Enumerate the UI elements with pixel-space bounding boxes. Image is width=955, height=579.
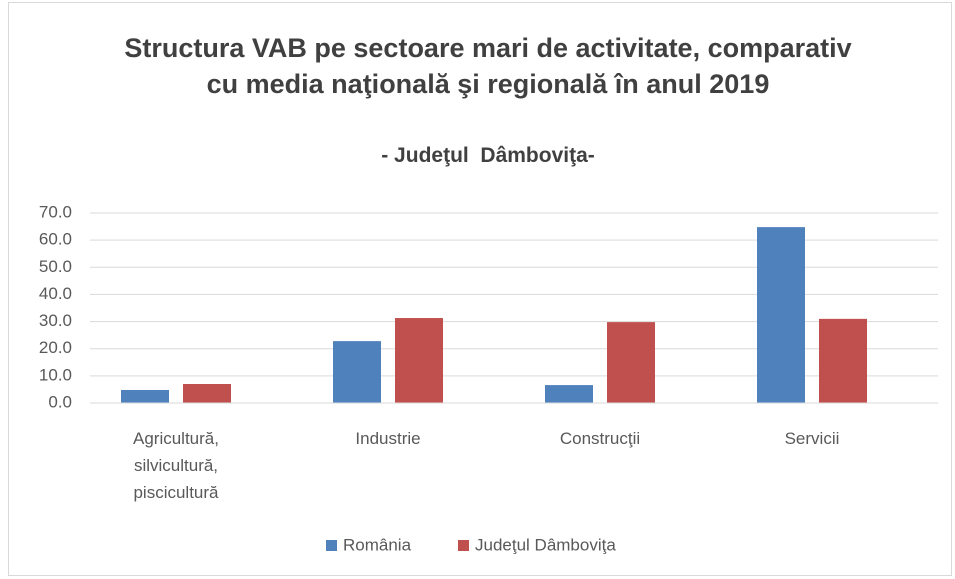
y-tick-label: 10.0	[39, 365, 72, 384]
y-tick-label: 20.0	[39, 338, 72, 357]
y-tick-label: 50.0	[39, 257, 72, 276]
bar	[333, 341, 381, 403]
bar	[545, 385, 593, 403]
chart-frame	[8, 2, 952, 576]
legend-label: România	[343, 535, 412, 554]
y-tick-label: 30.0	[39, 311, 72, 330]
bar	[121, 389, 169, 403]
legend-label: Judeţul Dâmboviţa	[475, 535, 616, 554]
x-tick-label: Industrie	[355, 429, 421, 448]
y-tick-label: 60.0	[39, 230, 72, 249]
bar	[607, 322, 655, 403]
x-tick-label: Agricultură, silvicultură, piscicultură	[133, 429, 219, 502]
y-tick-label: 40.0	[39, 284, 72, 303]
bar	[819, 318, 867, 403]
legend-swatch	[326, 540, 337, 551]
legend-swatch	[458, 540, 469, 551]
y-tick-label: 70.0	[39, 202, 72, 221]
chart-title: Structura VAB pe sectoare mari de activi…	[124, 33, 852, 99]
x-tick-label: Construcţii	[559, 429, 641, 448]
bar	[757, 227, 805, 403]
bar	[183, 384, 231, 403]
chart-subtitle: - Judeţul Dâmboviţa-	[381, 144, 595, 167]
bar	[395, 318, 443, 403]
y-tick-label: 0.0	[48, 392, 72, 411]
x-tick-label: Servicii	[784, 429, 840, 448]
